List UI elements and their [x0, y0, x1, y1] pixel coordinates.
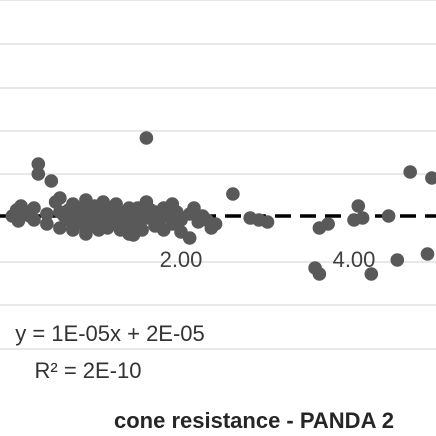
data-point	[260, 215, 275, 229]
data-point	[31, 167, 46, 181]
data-point	[381, 209, 396, 223]
x-axis-title: cone resistance - PANDA 2	[114, 408, 394, 433]
data-point	[126, 228, 141, 242]
data-point	[139, 131, 154, 145]
data-point	[208, 217, 223, 231]
data-points	[5, 131, 436, 281]
data-point	[53, 221, 67, 235]
data-point	[351, 199, 366, 213]
data-point	[27, 201, 41, 215]
data-point	[182, 231, 197, 245]
data-point	[53, 191, 67, 205]
data-point	[79, 227, 93, 241]
trendline-equation: y = 1E-05x + 2E-05	[15, 321, 205, 346]
data-point	[321, 217, 335, 231]
data-point	[187, 201, 201, 215]
data-point	[40, 207, 54, 221]
data-point	[226, 187, 240, 201]
gridlines	[0, 0, 436, 350]
data-point	[31, 157, 46, 171]
data-point	[44, 174, 59, 188]
data-point	[312, 267, 327, 281]
x-tick-labels: 2.00 4.00	[160, 247, 376, 272]
data-point	[390, 253, 405, 267]
data-point	[420, 247, 435, 261]
data-point	[403, 165, 418, 179]
x-tick-label: 4.00	[333, 247, 376, 272]
data-point	[27, 213, 41, 227]
data-point	[425, 171, 436, 185]
data-point	[364, 267, 379, 281]
data-point	[355, 211, 370, 225]
x-tick-label: 2.00	[160, 247, 203, 272]
trendline-r-squared: R² = 2E-10	[35, 358, 142, 383]
data-point	[40, 217, 54, 231]
